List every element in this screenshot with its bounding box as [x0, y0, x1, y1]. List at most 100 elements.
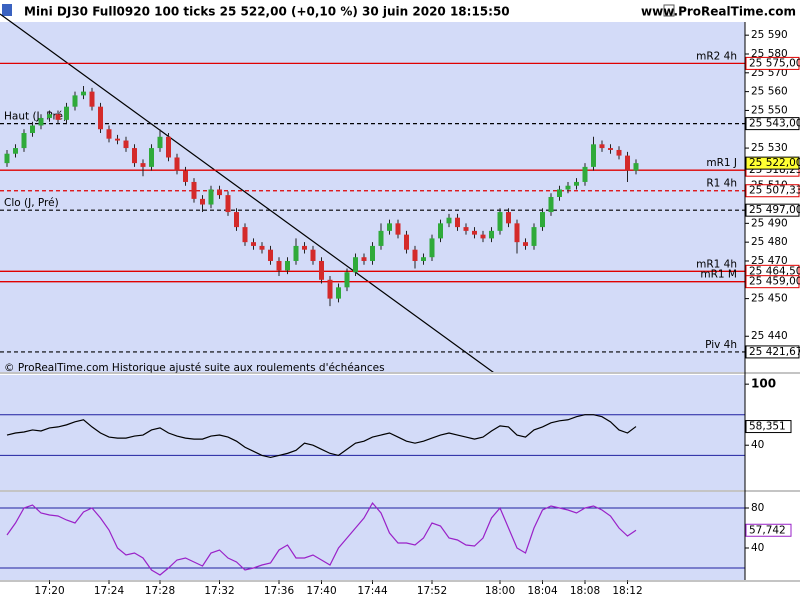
candle-body	[174, 157, 180, 171]
y-tick-label: 80	[751, 502, 764, 514]
candle-body	[259, 245, 265, 250]
x-tick-label: 17:44	[357, 585, 388, 597]
candle-body	[38, 117, 44, 126]
candle-body	[140, 163, 146, 167]
y-tick-label: 100	[751, 377, 776, 391]
footer: © ProRealTime.com Historique ajusté suit…	[4, 362, 385, 374]
level-value: 25 507,33	[749, 185, 800, 197]
candle-body	[268, 249, 273, 261]
candle-body	[251, 242, 256, 246]
candle-body	[608, 148, 613, 150]
candle-body	[157, 136, 163, 149]
candle-body	[489, 230, 494, 239]
level-value: 25 543,00	[749, 118, 800, 130]
candle-body	[200, 198, 205, 205]
candle-body	[540, 212, 545, 228]
x-tick-label: 17:20	[34, 585, 64, 597]
header-site: www.ProRealTime.com	[641, 5, 796, 19]
panel-background	[0, 22, 745, 372]
candle-body	[72, 95, 78, 107]
candle-body	[123, 140, 129, 149]
candle-body	[633, 163, 639, 171]
level-value: 25 497,00	[749, 204, 800, 216]
candle-body	[47, 114, 52, 118]
candle-body	[361, 257, 367, 261]
level-name: Haut (J, Pré)	[4, 111, 67, 123]
x-tick-label: 17:24	[94, 585, 125, 597]
candle-body	[293, 245, 299, 261]
candle-body	[166, 136, 171, 158]
last-value: 57,742	[749, 524, 786, 536]
header-title: Mini DJ30 Full0920 100 ticks 25 522,00 (…	[24, 5, 510, 19]
candle-body	[217, 189, 222, 196]
candle-body	[582, 166, 588, 182]
level-value: 25 421,67	[749, 346, 800, 358]
candle-body	[480, 234, 486, 239]
x-tick-label: 17:32	[204, 585, 234, 597]
x-tick-label: 17:52	[417, 585, 447, 597]
level-value-box	[745, 275, 800, 289]
candle-body	[446, 217, 452, 224]
y-tick-label: 25 450	[751, 293, 788, 305]
candle-body	[378, 230, 384, 246]
level-value-box	[745, 184, 800, 198]
candle-body	[98, 106, 103, 130]
candle-body	[472, 230, 477, 235]
y-tick-label: 40	[751, 542, 764, 554]
indicator-line	[6, 501, 637, 576]
candle-body	[523, 242, 528, 246]
level-name: mR1 4h	[696, 258, 737, 270]
y-tick-label: 40	[751, 439, 764, 451]
level-value: 25 459,00	[749, 276, 800, 288]
menu-icon[interactable]	[2, 4, 12, 16]
candle-body	[557, 189, 562, 197]
current-price-box	[745, 156, 800, 170]
candle-body	[208, 189, 214, 205]
candle-body	[276, 260, 282, 271]
level-value-box	[745, 203, 800, 217]
candle-body	[30, 125, 35, 134]
x-tick-label: 17:36	[264, 585, 295, 597]
level-value: 25 575,00	[749, 57, 800, 69]
y-tick-label: 25 590	[751, 29, 788, 41]
x-tick-label: 18:00	[485, 585, 515, 597]
candle-body	[497, 212, 503, 231]
candle-body	[438, 223, 443, 239]
candle-body	[336, 287, 341, 299]
panel-background	[0, 375, 745, 490]
candle-body	[548, 197, 554, 213]
x-tick-label: 18:08	[570, 585, 600, 597]
candle-body	[285, 260, 290, 271]
current-price: 25 522,00	[749, 157, 800, 169]
candle-body	[81, 91, 86, 96]
window-icon[interactable]	[663, 4, 675, 17]
candle-body	[21, 133, 27, 149]
candle-body	[55, 114, 61, 120]
candle-body	[115, 138, 120, 141]
level-name: Piv 4h	[705, 339, 737, 351]
candle-body	[514, 223, 520, 243]
candle-body	[455, 217, 460, 228]
level-value-box	[745, 345, 800, 359]
candle-body	[531, 227, 537, 246]
candle-body	[395, 223, 401, 235]
x-tick-label: 17:28	[145, 585, 175, 597]
candle-body	[149, 148, 154, 167]
candle-body	[599, 144, 605, 149]
y-tick-label: 25 440	[751, 330, 788, 342]
candle-body	[191, 181, 197, 199]
level-name: mR1 M	[700, 269, 737, 281]
candle-body	[429, 238, 435, 258]
candle-body	[370, 245, 375, 261]
y-tick-label: 25 490	[751, 217, 788, 229]
last-value-box	[745, 420, 792, 434]
candle-body	[89, 91, 95, 107]
level-value: 25 464,50	[749, 265, 800, 277]
candle-body	[625, 155, 630, 171]
last-value: 58,351	[749, 421, 786, 433]
candle-body	[64, 106, 69, 120]
candle-body	[591, 144, 596, 167]
candle-body	[387, 223, 392, 231]
candle-body	[616, 149, 622, 156]
